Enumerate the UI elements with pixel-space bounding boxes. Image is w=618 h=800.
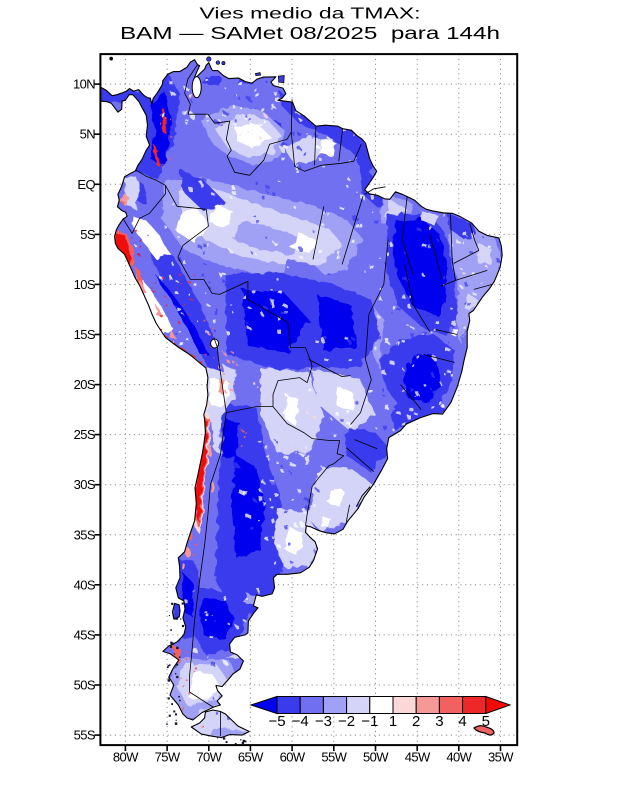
- svg-text:−2: −2: [338, 713, 355, 730]
- svg-text:40S: 40S: [74, 577, 96, 592]
- svg-text:−5: −5: [268, 713, 285, 730]
- svg-text:3: 3: [435, 713, 443, 730]
- svg-text:2: 2: [412, 713, 420, 730]
- svg-text:50S: 50S: [74, 678, 96, 693]
- svg-text:5S: 5S: [80, 227, 96, 242]
- svg-text:40W: 40W: [446, 750, 472, 765]
- svg-text:10N: 10N: [73, 77, 95, 92]
- svg-text:70W: 70W: [196, 750, 222, 765]
- svg-text:60W: 60W: [280, 750, 306, 765]
- svg-text:75W: 75W: [155, 750, 181, 765]
- svg-text:45S: 45S: [74, 627, 96, 642]
- svg-text:80W: 80W: [113, 750, 139, 765]
- svg-text:Vies medio da TMAX:: Vies medio da TMAX:: [200, 5, 421, 22]
- svg-text:15S: 15S: [74, 327, 96, 342]
- svg-text:35S: 35S: [74, 527, 96, 542]
- svg-text:30S: 30S: [74, 477, 96, 492]
- svg-text:−3: −3: [315, 713, 332, 730]
- svg-text:5: 5: [482, 713, 490, 730]
- svg-text:55S: 55S: [74, 728, 96, 743]
- svg-text:50W: 50W: [363, 750, 389, 765]
- svg-text:5N: 5N: [80, 127, 96, 142]
- svg-text:25S: 25S: [74, 427, 96, 442]
- svg-text:45W: 45W: [405, 750, 431, 765]
- svg-text:−1: −1: [361, 713, 378, 730]
- svg-text:10S: 10S: [74, 277, 96, 292]
- svg-text:BAM — SAMet 08/2025 para 144h: BAM — SAMet 08/2025 para 144h: [120, 23, 500, 43]
- svg-text:55W: 55W: [321, 750, 347, 765]
- svg-text:65W: 65W: [238, 750, 264, 765]
- svg-text:1: 1: [389, 713, 397, 730]
- svg-text:EQ: EQ: [77, 177, 95, 192]
- svg-text:35W: 35W: [488, 750, 514, 765]
- svg-text:20S: 20S: [74, 377, 96, 392]
- svg-text:4: 4: [458, 713, 466, 730]
- svg-text:−4: −4: [292, 713, 309, 730]
